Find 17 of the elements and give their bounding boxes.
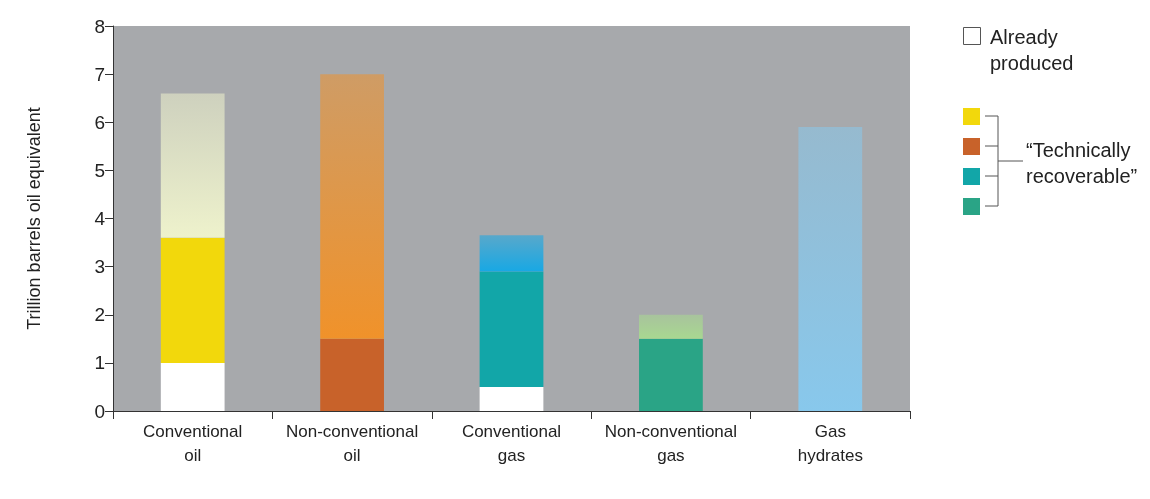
x-tick-label: Conventional oil — [143, 421, 243, 465]
y-tick-label: 2 — [94, 304, 105, 326]
x-tick-label: Non-conventional oil — [285, 421, 419, 465]
text: “Technically recoverable” — [1026, 139, 1138, 187]
y-tick-label: 1 — [94, 352, 105, 374]
y-tick-label: 4 — [94, 208, 106, 229]
y-tick-label: 7 — [94, 63, 105, 85]
y-tick-label: 0 — [94, 400, 105, 422]
x-tick-label: Gas hydrates — [797, 421, 863, 465]
legend-label: Already produced — [990, 26, 1074, 74]
y-tick-label: 5 — [94, 159, 105, 181]
x-tick-label: Conventional gas — [461, 421, 562, 465]
y-tick-label: 6 — [94, 111, 105, 133]
y-tick-label: 8 — [94, 15, 105, 37]
y-tick-label: 3 — [94, 256, 105, 278]
y-axis-title: Trillion barrels oil equivalent — [24, 107, 44, 330]
x-tick-label: Non-conventional gas — [604, 421, 738, 465]
